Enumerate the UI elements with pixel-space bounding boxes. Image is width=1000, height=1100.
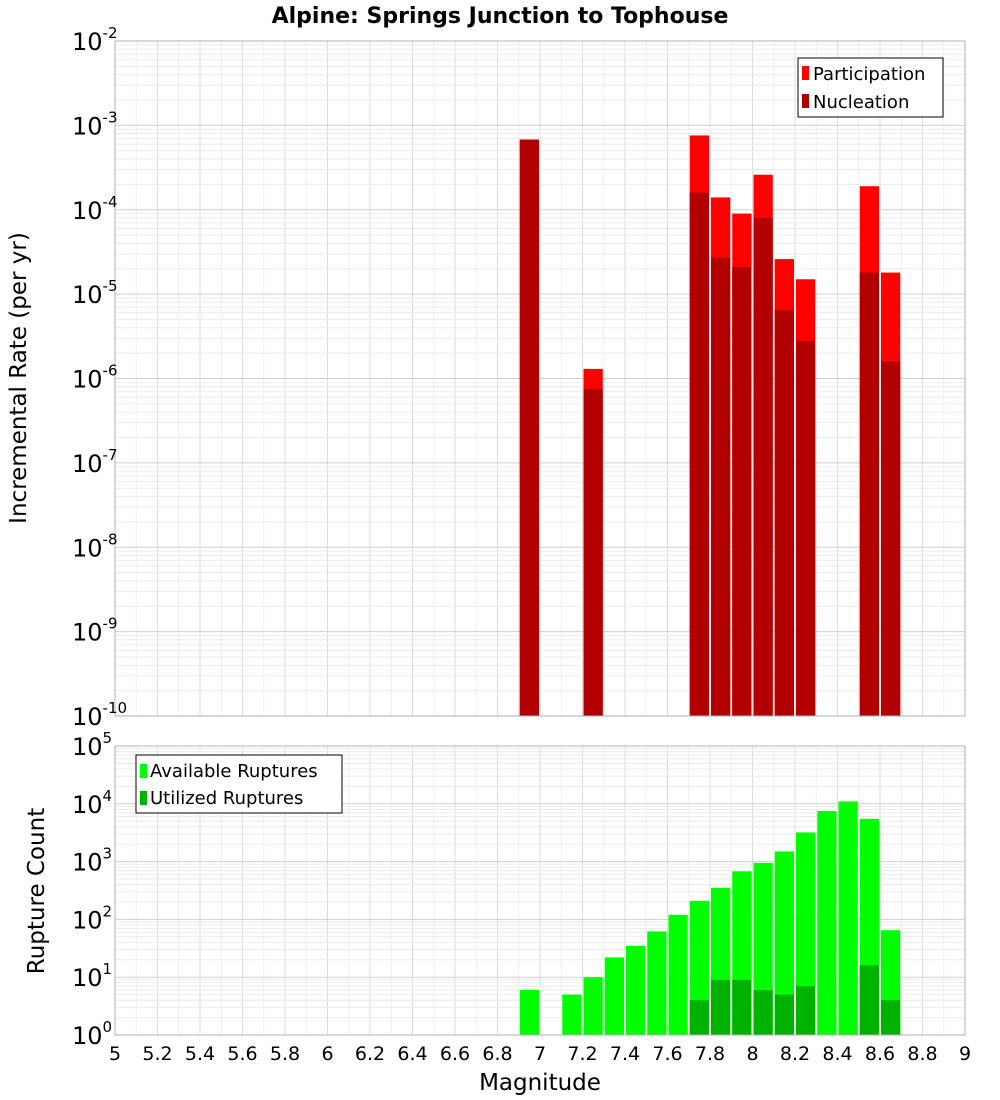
- bottom-y-tick-label: 102: [72, 902, 112, 934]
- legend-label-utilized-ruptures: Utilized Ruptures: [150, 788, 303, 809]
- x-tick-label: 7.2: [567, 1043, 597, 1065]
- bottom-y-tick-label: 104: [72, 787, 112, 819]
- bottom-y-tick-label: 100: [72, 1018, 112, 1050]
- top-plot-border: [114, 40, 966, 717]
- bar-available-ruptures: [796, 832, 816, 1035]
- x-tick-label: 6.4: [397, 1043, 427, 1065]
- bottom-y-tick-labels: 100 101 102 103 104 105: [72, 729, 112, 1050]
- bar-nucleation: [732, 266, 752, 716]
- x-tick-label: 7.6: [652, 1043, 682, 1065]
- bottom-plot: 100 101 102 103 104 105 5 5.2 5.4 5.6 5.8 6 6.2 6.4 6…: [24, 729, 971, 1096]
- legend-swatch-available-ruptures: [140, 764, 147, 778]
- top-y-tick-label: 10-8: [72, 530, 118, 562]
- top-y-tick-label: 10-3: [72, 108, 118, 140]
- bar-nucleation: [774, 309, 794, 716]
- x-tick-label: 8.8: [907, 1043, 937, 1065]
- bottom-y-tick-label: 105: [72, 729, 112, 761]
- bar-nucleation: [881, 361, 901, 716]
- bottom-bars: [519, 801, 901, 1035]
- bottom-y-tick-label: 103: [72, 845, 112, 877]
- legend-label-nucleation: Nucleation: [813, 92, 909, 113]
- bar-nucleation: [859, 272, 879, 716]
- bar-available-ruptures: [519, 990, 539, 1035]
- bar-available-ruptures: [838, 801, 858, 1035]
- bar-utilized-ruptures: [689, 1000, 709, 1035]
- x-tick-label: 9: [959, 1043, 971, 1065]
- x-tick-label: 7.8: [695, 1043, 725, 1065]
- bar-available-ruptures: [562, 994, 582, 1035]
- bar-utilized-ruptures: [732, 979, 752, 1035]
- x-tick-label: 5.6: [227, 1043, 257, 1065]
- x-tick-label: 8: [746, 1043, 758, 1065]
- top-y-tick-label: 10-2: [72, 24, 118, 56]
- legend-swatch-nucleation: [802, 94, 809, 108]
- top-y-tick-label: 10-9: [72, 615, 118, 647]
- bar-nucleation: [519, 139, 539, 716]
- bottom-legend-box: [135, 754, 343, 814]
- top-grid: [114, 41, 966, 717]
- x-tick-label: 8.4: [822, 1043, 852, 1065]
- x-tick-label: 6.6: [440, 1043, 470, 1065]
- bar-available-ruptures: [668, 914, 688, 1035]
- x-tick-label: 8.2: [780, 1043, 810, 1065]
- x-tick-label: 5: [109, 1043, 121, 1065]
- bar-utilized-ruptures: [711, 979, 731, 1035]
- top-y-tick-label: 10-5: [72, 277, 118, 309]
- legend-swatch-utilized-ruptures: [140, 791, 147, 805]
- bar-available-ruptures: [774, 851, 794, 1035]
- bottom-legend: Available Ruptures Utilized Ruptures: [135, 754, 343, 814]
- bottom-y-tick-label: 101: [72, 960, 112, 992]
- bottom-y-axis-label: Rupture Count: [24, 808, 50, 974]
- top-y-axis-label: Incremental Rate (per yr): [6, 232, 32, 524]
- bar-utilized-ruptures: [881, 1000, 901, 1035]
- bar-utilized-ruptures: [753, 990, 773, 1035]
- legend-swatch-participation: [802, 66, 809, 80]
- x-tick-label: 8.6: [865, 1043, 895, 1065]
- top-y-tick-label: 10-6: [72, 362, 118, 394]
- bar-available-ruptures: [604, 957, 624, 1035]
- top-plot: 10-10 10-9 10-8 10-7 10-6 10-5 10-4 10-3 10-2 In…: [6, 24, 966, 731]
- x-tick-label: 5.4: [185, 1043, 215, 1065]
- x-tick-label: 6.8: [482, 1043, 512, 1065]
- bar-available-ruptures: [647, 931, 667, 1035]
- bar-available-ruptures: [626, 945, 646, 1035]
- top-y-tick-label: 10-7: [72, 446, 118, 478]
- x-tick-label: 5.2: [142, 1043, 172, 1065]
- top-bars: [519, 135, 901, 717]
- bar-utilized-ruptures: [774, 994, 794, 1035]
- bar-nucleation: [711, 257, 731, 716]
- bar-nucleation: [689, 192, 709, 717]
- bar-utilized-ruptures: [796, 986, 816, 1035]
- x-tick-label: 5.8: [270, 1043, 300, 1065]
- legend-label-participation: Participation: [813, 64, 925, 85]
- bar-nucleation: [583, 389, 603, 716]
- bottom-plot-border: [114, 745, 966, 1036]
- top-y-tick-labels: 10-10 10-9 10-8 10-7 10-6 10-5 10-4 10-3 10-2: [72, 24, 127, 731]
- chart-title: Alpine: Springs Junction to Tophouse: [272, 4, 729, 29]
- bar-nucleation: [753, 217, 773, 716]
- top-legend-box: [797, 57, 944, 118]
- x-tick-label: 6.2: [355, 1043, 385, 1065]
- x-tick-label: 7.4: [610, 1043, 640, 1065]
- x-tick-labels: 5 5.2 5.4 5.6 5.8 6 6.2 6.4 6.6 6.8 7 7.2 7.4 7.6 7.8 8…: [109, 1043, 971, 1065]
- top-y-tick-label: 10-10: [72, 699, 127, 731]
- x-tick-label: 7: [534, 1043, 546, 1065]
- bar-utilized-ruptures: [859, 965, 879, 1035]
- legend-label-available-ruptures: Available Ruptures: [150, 761, 318, 782]
- bar-available-ruptures: [817, 811, 837, 1035]
- bar-nucleation: [796, 340, 816, 716]
- x-axis-label: Magnitude: [479, 1070, 601, 1096]
- bar-available-ruptures: [583, 977, 603, 1035]
- top-legend: Participation Nucleation: [797, 57, 944, 118]
- top-y-tick-label: 10-4: [72, 193, 118, 225]
- x-tick-label: 6: [321, 1043, 333, 1065]
